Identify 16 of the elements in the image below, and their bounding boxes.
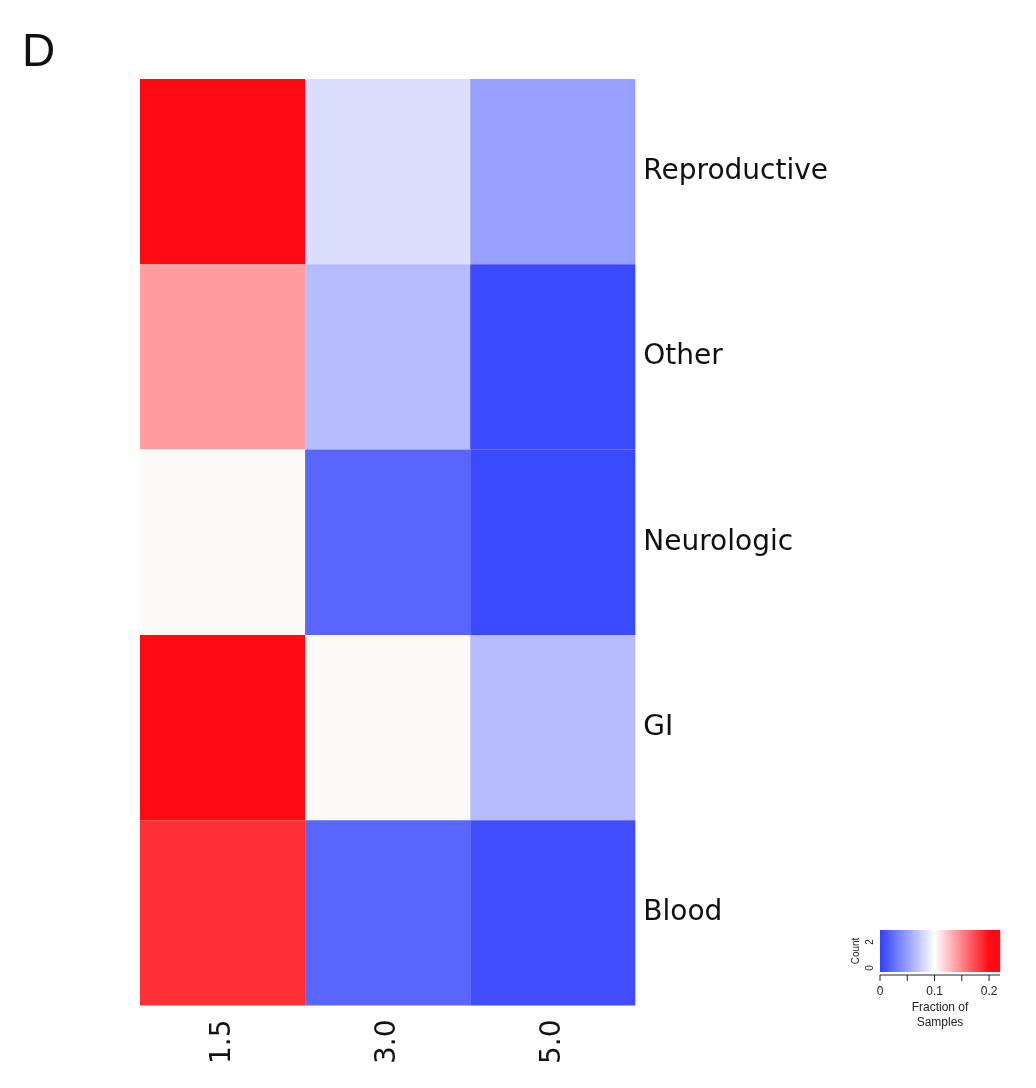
- x-tick-label: 1.5: [203, 1019, 237, 1064]
- y-tick-label: Other: [643, 338, 724, 372]
- text: Count: [849, 937, 861, 965]
- x-tick-label: 5.0: [534, 1019, 568, 1064]
- color-bar-title: Fraction of Samples: [911, 1000, 969, 1030]
- text: 0: [863, 964, 875, 971]
- y-tick-label: Blood: [643, 894, 723, 928]
- color-bar-label: 0.2: [980, 984, 998, 999]
- color-bar-label: 0: [876, 984, 884, 999]
- color-bar-label: 0.1: [926, 984, 944, 999]
- y-tick-label: Reproductive: [643, 152, 829, 186]
- x-tick-label: 3.0: [368, 1019, 402, 1064]
- y-tick-label: Neurologic: [643, 523, 794, 557]
- chart-title: D: [22, 24, 56, 76]
- text: 2: [863, 938, 875, 945]
- y-tick-label: GI: [643, 708, 674, 742]
